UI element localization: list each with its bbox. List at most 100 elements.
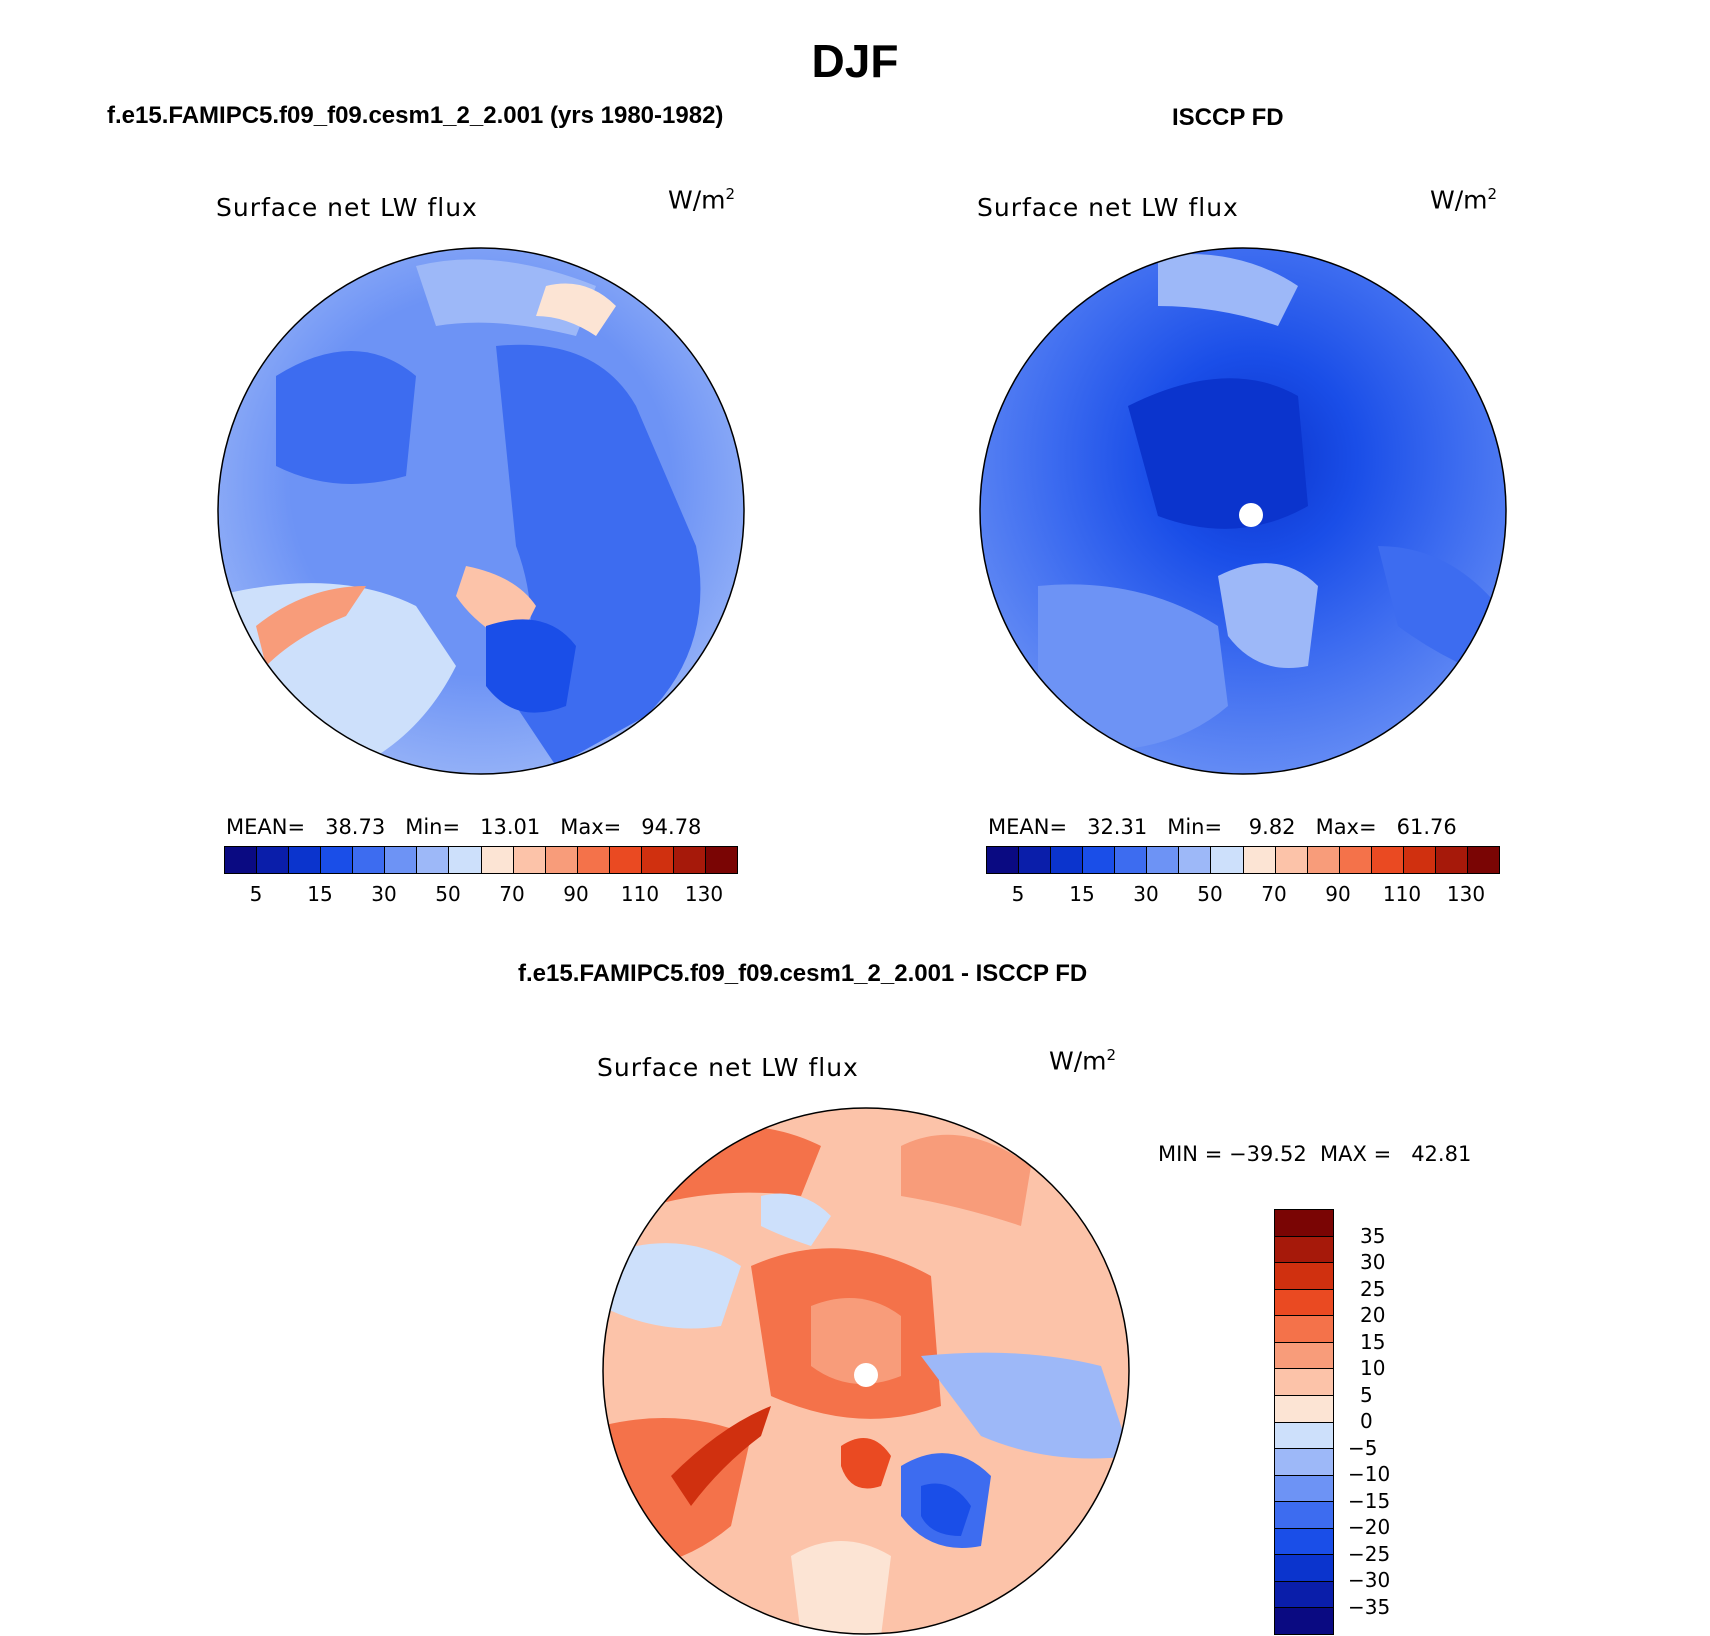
colorbar-swatch [1467, 847, 1499, 873]
colorbar-swatch [705, 847, 737, 873]
colorbar-swatch [1275, 1528, 1333, 1556]
colorbar-tick-label: 50 [435, 882, 461, 906]
panel2-stats: MEAN= 32.31 Min= 9.82 Max= 61.76 [988, 815, 1457, 839]
colorbar-tick-label: 130 [1446, 882, 1486, 906]
colorbar-swatch [1179, 847, 1212, 873]
colorbar-swatch [1147, 847, 1180, 873]
colorbar-tick-label: 110 [620, 882, 660, 906]
colorbar-swatch [353, 847, 386, 873]
colorbar-swatch [1275, 1263, 1333, 1290]
panel1-variable-label: Surface net LW flux [216, 193, 478, 222]
colorbar-swatch [609, 847, 642, 873]
colorbar-tick-label: 90 [563, 882, 589, 906]
colorbar-swatch [1307, 847, 1340, 873]
colorbar-swatch [641, 847, 674, 873]
colorbar-tick-label: 20 [1360, 1303, 1386, 1327]
colorbar-swatch [449, 847, 482, 873]
panel3-polar-map [602, 1107, 1130, 1635]
colorbar-tick-label: 35 [1360, 1223, 1386, 1248]
colorbar-swatch [1275, 1555, 1333, 1582]
colorbar-tick-label: 0 [1360, 1409, 1373, 1433]
colorbar-swatch [1083, 847, 1116, 873]
colorbar-tick-label: 50 [1197, 882, 1223, 906]
colorbar-tick-label: 30 [1360, 1250, 1386, 1274]
colorbar-swatch [1275, 1475, 1333, 1503]
colorbar-swatch [577, 847, 610, 873]
colorbar-tick-label: 15 [307, 882, 333, 906]
panel2-unit: W/m2 [1430, 185, 1498, 215]
colorbar-swatch [289, 847, 322, 873]
panel1-case-title: f.e15.FAMIPC5.f09_f09.cesm1_2_2.001 (yrs… [107, 102, 724, 129]
colorbar-tick-label: 15 [1069, 882, 1095, 906]
colorbar-swatch [1275, 1395, 1333, 1423]
colorbar-swatch [1275, 847, 1308, 873]
panel3-variable-label: Surface net LW flux [597, 1053, 859, 1082]
colorbar-tick-label: 70 [1261, 882, 1287, 906]
colorbar-swatch [1211, 847, 1244, 873]
panel1-polar-map [217, 247, 745, 775]
colorbar-tick-label: 15 [1360, 1329, 1386, 1354]
panel1-unit: W/m2 [668, 185, 736, 215]
colorbar-swatch [673, 847, 706, 873]
colorbar-tick-label: −5 [1348, 1435, 1378, 1460]
colorbar-tick-label: 30 [371, 882, 397, 906]
figure-title: DJF [811, 35, 899, 87]
colorbar-tick-label: 5 [249, 882, 263, 906]
colorbar-swatch [1275, 1608, 1333, 1634]
colorbar-swatch [1275, 1342, 1333, 1370]
colorbar-swatch [1051, 847, 1084, 873]
colorbar-swatch [1339, 847, 1372, 873]
colorbar-swatch [1275, 1449, 1333, 1476]
colorbar-swatch [257, 847, 290, 873]
panel2-colorbar-ticks: 5 15 30 50 70 90 110 130 [986, 882, 1498, 908]
panel3-stats: MIN = −39.52 MAX = 42.81 [1158, 1142, 1472, 1166]
diff-panel-title: f.e15.FAMIPC5.f09_f09.cesm1_2_2.001 - IS… [518, 960, 1088, 987]
diff-colorbar [1274, 1209, 1334, 1635]
panel1-colorbar-ticks: 5 15 30 50 70 90 110 130 [224, 882, 736, 908]
colorbar-swatch [1243, 847, 1276, 873]
colorbar-tick-label: 10 [1360, 1356, 1386, 1380]
colorbar-swatch [1275, 1502, 1333, 1529]
colorbar-tick-label: −35 [1348, 1594, 1391, 1619]
diff-colorbar-ticks: 35 30 25 20 15 10 5 0 −5 −10 −15 −20 −25 −30 −35 [1348, 1209, 1428, 1633]
colorbar-tick-label: 25 [1360, 1276, 1386, 1301]
colorbar-swatch [1115, 847, 1148, 873]
colorbar-swatch [1371, 847, 1404, 873]
panel3-unit: W/m2 [1049, 1046, 1117, 1076]
colorbar-tick-label: −30 [1348, 1568, 1391, 1592]
colorbar-swatch [987, 847, 1020, 873]
colorbar-swatch [1275, 1316, 1333, 1343]
colorbar-tick-label: 110 [1382, 882, 1422, 906]
panel2-case-title: ISCCP FD [1172, 104, 1284, 131]
colorbar-swatch [1275, 1236, 1333, 1264]
colorbar-tick-label: −10 [1348, 1462, 1391, 1486]
colorbar-tick-label: 5 [1011, 882, 1025, 906]
colorbar-swatch [545, 847, 578, 873]
panel2-colorbar [986, 846, 1500, 874]
colorbar-swatch [513, 847, 546, 873]
colorbar-tick-label: −15 [1348, 1488, 1391, 1513]
colorbar-swatch [1275, 1581, 1333, 1609]
panel1-colorbar [224, 846, 738, 874]
colorbar-swatch [481, 847, 514, 873]
colorbar-tick-label: −20 [1348, 1515, 1391, 1539]
colorbar-tick-label: 70 [499, 882, 525, 906]
colorbar-swatch [1403, 847, 1436, 873]
colorbar-swatch [1275, 1369, 1333, 1396]
colorbar-tick-label: 5 [1360, 1382, 1373, 1407]
panel2-variable-label: Surface net LW flux [977, 193, 1239, 222]
colorbar-swatch [417, 847, 450, 873]
colorbar-tick-label: 30 [1133, 882, 1159, 906]
colorbar-swatch [1019, 847, 1052, 873]
colorbar-swatch [385, 847, 418, 873]
colorbar-swatch [1275, 1289, 1333, 1317]
colorbar-swatch [225, 847, 258, 873]
colorbar-swatch [321, 847, 354, 873]
colorbar-swatch [1275, 1210, 1333, 1237]
panel1-stats: MEAN= 38.73 Min= 13.01 Max= 94.78 [226, 815, 702, 839]
colorbar-swatch [1435, 847, 1468, 873]
colorbar-swatch [1275, 1422, 1333, 1450]
colorbar-tick-label: −25 [1348, 1541, 1391, 1566]
colorbar-tick-label: 90 [1325, 882, 1351, 906]
colorbar-tick-label: 130 [684, 882, 724, 906]
